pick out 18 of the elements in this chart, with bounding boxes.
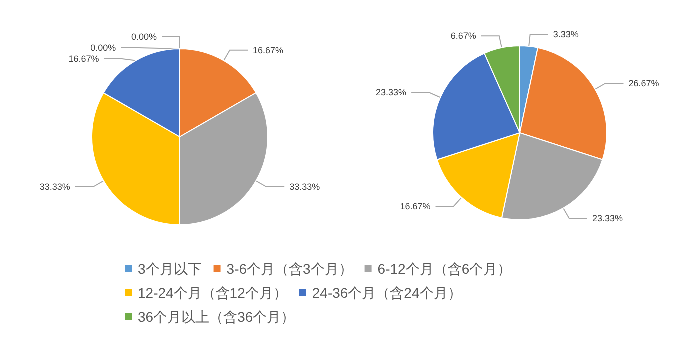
legend-label: 3个月以下	[138, 261, 202, 277]
data-label: 16.67%	[68, 54, 100, 64]
data-label: 6.67%	[450, 31, 476, 42]
text: 0.00%	[131, 32, 157, 42]
data-label: 3.33%	[553, 30, 579, 40]
legend-label: 36个月以上（含36个月）	[138, 309, 296, 325]
legend-label: 3-6个月（含3个月）	[226, 261, 353, 277]
data-label: 33.33%	[40, 182, 70, 192]
data-label: 16.67%	[400, 202, 431, 212]
legend-label: 12-24个月（含12个月）	[138, 285, 288, 301]
data-label: 26.67%	[628, 78, 660, 88]
data-label: 23.33%	[376, 88, 407, 98]
data-label: 23.33%	[592, 214, 624, 224]
data-label: 33.33%	[290, 182, 320, 192]
data-label: 16.67%	[253, 45, 284, 56]
text: 0.00%	[90, 43, 116, 53]
legend-label: 24-36个月（含24个月）	[312, 285, 462, 301]
legend-label: 6-12个月（含6个月）	[378, 261, 512, 277]
